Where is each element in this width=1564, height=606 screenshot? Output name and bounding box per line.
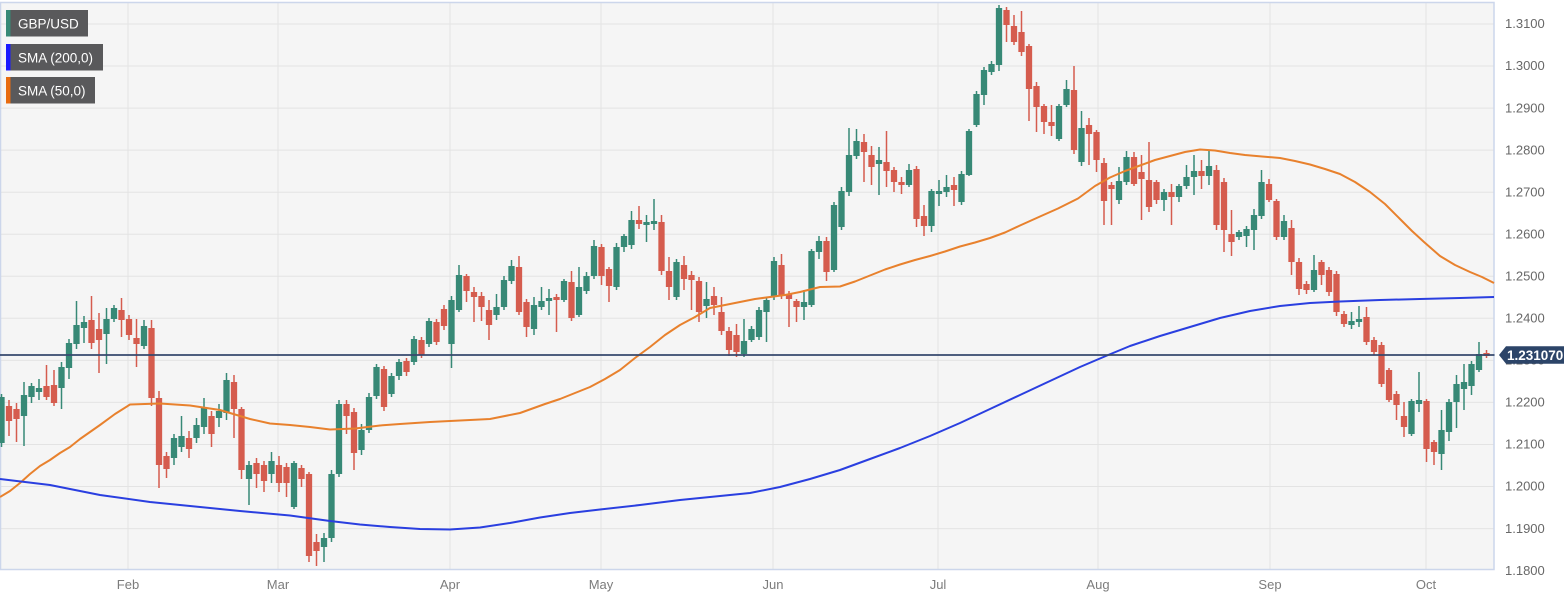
svg-text:1.2000: 1.2000	[1505, 479, 1545, 494]
svg-text:1.1900: 1.1900	[1505, 521, 1545, 536]
svg-text:Oct: Oct	[1416, 577, 1437, 592]
svg-text:Jul: Jul	[930, 577, 947, 592]
svg-text:May: May	[589, 577, 614, 592]
svg-text:Jun: Jun	[763, 577, 784, 592]
svg-text:SMA (200,0): SMA (200,0)	[18, 50, 93, 65]
svg-text:SMA (50,0): SMA (50,0)	[18, 83, 86, 98]
svg-text:1.3000: 1.3000	[1505, 58, 1545, 73]
svg-text:1.231070: 1.231070	[1507, 348, 1563, 363]
svg-text:Feb: Feb	[117, 577, 139, 592]
svg-text:1.1800: 1.1800	[1505, 563, 1545, 578]
svg-text:GBP/USD: GBP/USD	[18, 16, 79, 31]
svg-text:1.2800: 1.2800	[1505, 142, 1545, 157]
svg-text:1.2400: 1.2400	[1505, 311, 1545, 326]
svg-text:1.2900: 1.2900	[1505, 100, 1545, 115]
svg-text:Mar: Mar	[267, 577, 290, 592]
svg-text:Aug: Aug	[1086, 577, 1109, 592]
svg-text:1.2100: 1.2100	[1505, 437, 1545, 452]
svg-text:1.3100: 1.3100	[1505, 16, 1545, 31]
svg-text:1.2200: 1.2200	[1505, 395, 1545, 410]
svg-text:1.2500: 1.2500	[1505, 269, 1545, 284]
svg-text:Sep: Sep	[1258, 577, 1281, 592]
svg-text:Apr: Apr	[440, 577, 461, 592]
svg-text:1.2600: 1.2600	[1505, 226, 1545, 241]
svg-text:1.2700: 1.2700	[1505, 184, 1545, 199]
